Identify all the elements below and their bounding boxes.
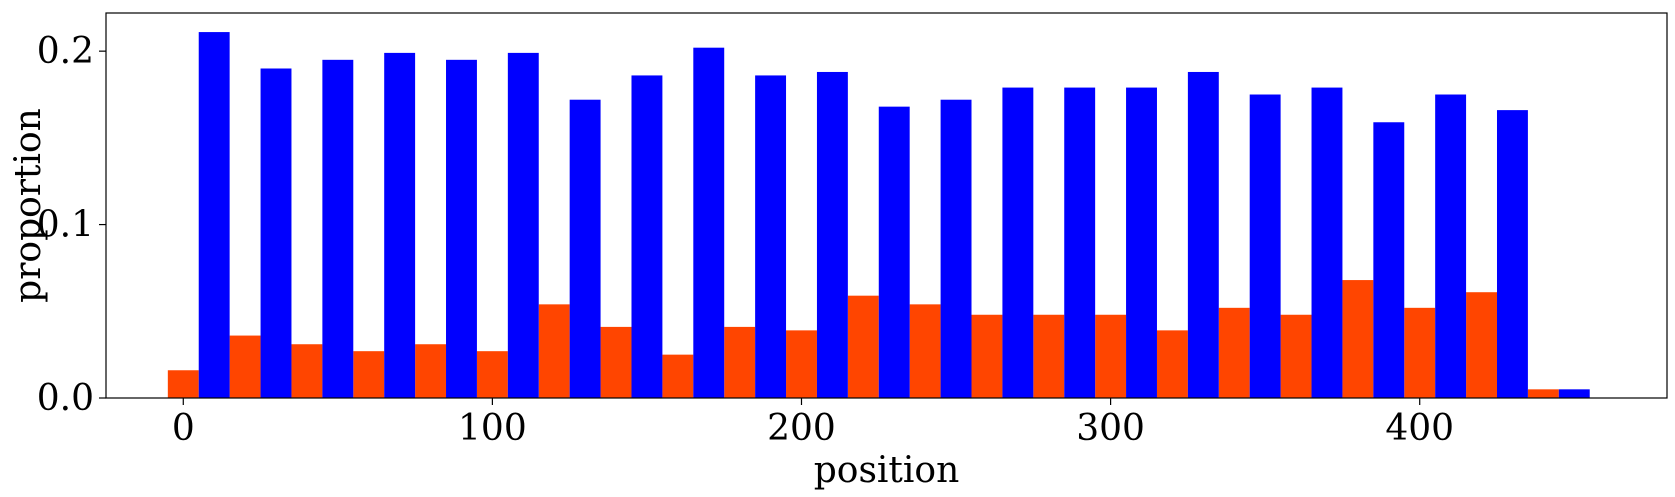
bar-series-2-10 (816, 71, 848, 399)
bar-series-2-19 (1373, 122, 1405, 398)
x-axis: 0 100 200 300 400 (172, 398, 1454, 449)
bar-series-2-6 (569, 99, 601, 399)
bar-series-1-16 (1156, 330, 1188, 398)
bar-series-1-7 (600, 326, 632, 398)
bar-series-2-11 (878, 106, 910, 398)
x-tick-label: 100 (458, 408, 527, 449)
bar-series-2-0 (198, 32, 230, 399)
bar-series-2-16 (1187, 71, 1219, 399)
bar-series-1-17 (1218, 307, 1250, 398)
bar-series-1-2 (291, 344, 323, 398)
bar-series-1-5 (476, 351, 508, 398)
bar-series-1-14 (1033, 314, 1065, 398)
x-axis-label: position (814, 450, 960, 491)
bar-series-2-20 (1435, 94, 1467, 399)
bar-series-1-0 (167, 370, 199, 398)
bar-series-2-17 (1249, 94, 1281, 399)
bar-series-1-20 (1404, 307, 1436, 398)
bar-series-2-3 (384, 52, 416, 398)
bar-series-2-12 (940, 99, 972, 399)
bar-series-2-18 (1311, 87, 1343, 398)
bar-series-1-22 (1527, 389, 1559, 398)
bar-series-1-9 (724, 326, 756, 398)
plot-frame (105, 12, 1668, 399)
y-tick-label: 0.0 (37, 378, 94, 419)
bar-series-2-7 (631, 75, 663, 398)
bar-series-1-13 (971, 314, 1003, 398)
bars-layer (167, 32, 1590, 399)
bar-series-1-21 (1466, 292, 1497, 398)
x-tick-label: 300 (1076, 408, 1145, 449)
bar-series-2-8 (693, 47, 725, 398)
bar-series-1-19 (1342, 280, 1374, 398)
bar-series-2-15 (1126, 87, 1157, 398)
bar-series-1-18 (1280, 314, 1312, 398)
bar-series-1-12 (909, 304, 941, 398)
bar-series-1-10 (786, 330, 817, 398)
bar-series-2-14 (1064, 87, 1096, 398)
bar-series-2-21 (1496, 110, 1528, 398)
bar-series-1-6 (538, 304, 570, 398)
bar-series-1-8 (662, 354, 694, 398)
bar-series-1-11 (847, 295, 879, 398)
bar-series-2-9 (755, 75, 787, 398)
bar-series-2-5 (507, 52, 539, 398)
bar-series-1-1 (229, 335, 261, 398)
bar-series-2-4 (446, 59, 477, 398)
bar-series-1-15 (1095, 314, 1127, 398)
x-tick-label: 400 (1385, 408, 1454, 449)
bar-series-2-1 (260, 68, 292, 399)
bar-series-1-4 (415, 344, 447, 398)
bar-series-2-13 (1002, 87, 1034, 398)
x-tick-label: 0 (172, 408, 195, 449)
y-axis: 0.0 0.1 0.2 (37, 31, 106, 419)
y-tick-label: 0.1 (37, 205, 94, 246)
bar-series-1-3 (353, 351, 385, 398)
y-axis-label: proportion (8, 108, 49, 303)
bar-series-2-2 (322, 59, 354, 398)
y-tick-label: 0.2 (37, 31, 94, 72)
x-tick-label: 200 (767, 408, 836, 449)
bar-series-2-22 (1558, 389, 1590, 398)
